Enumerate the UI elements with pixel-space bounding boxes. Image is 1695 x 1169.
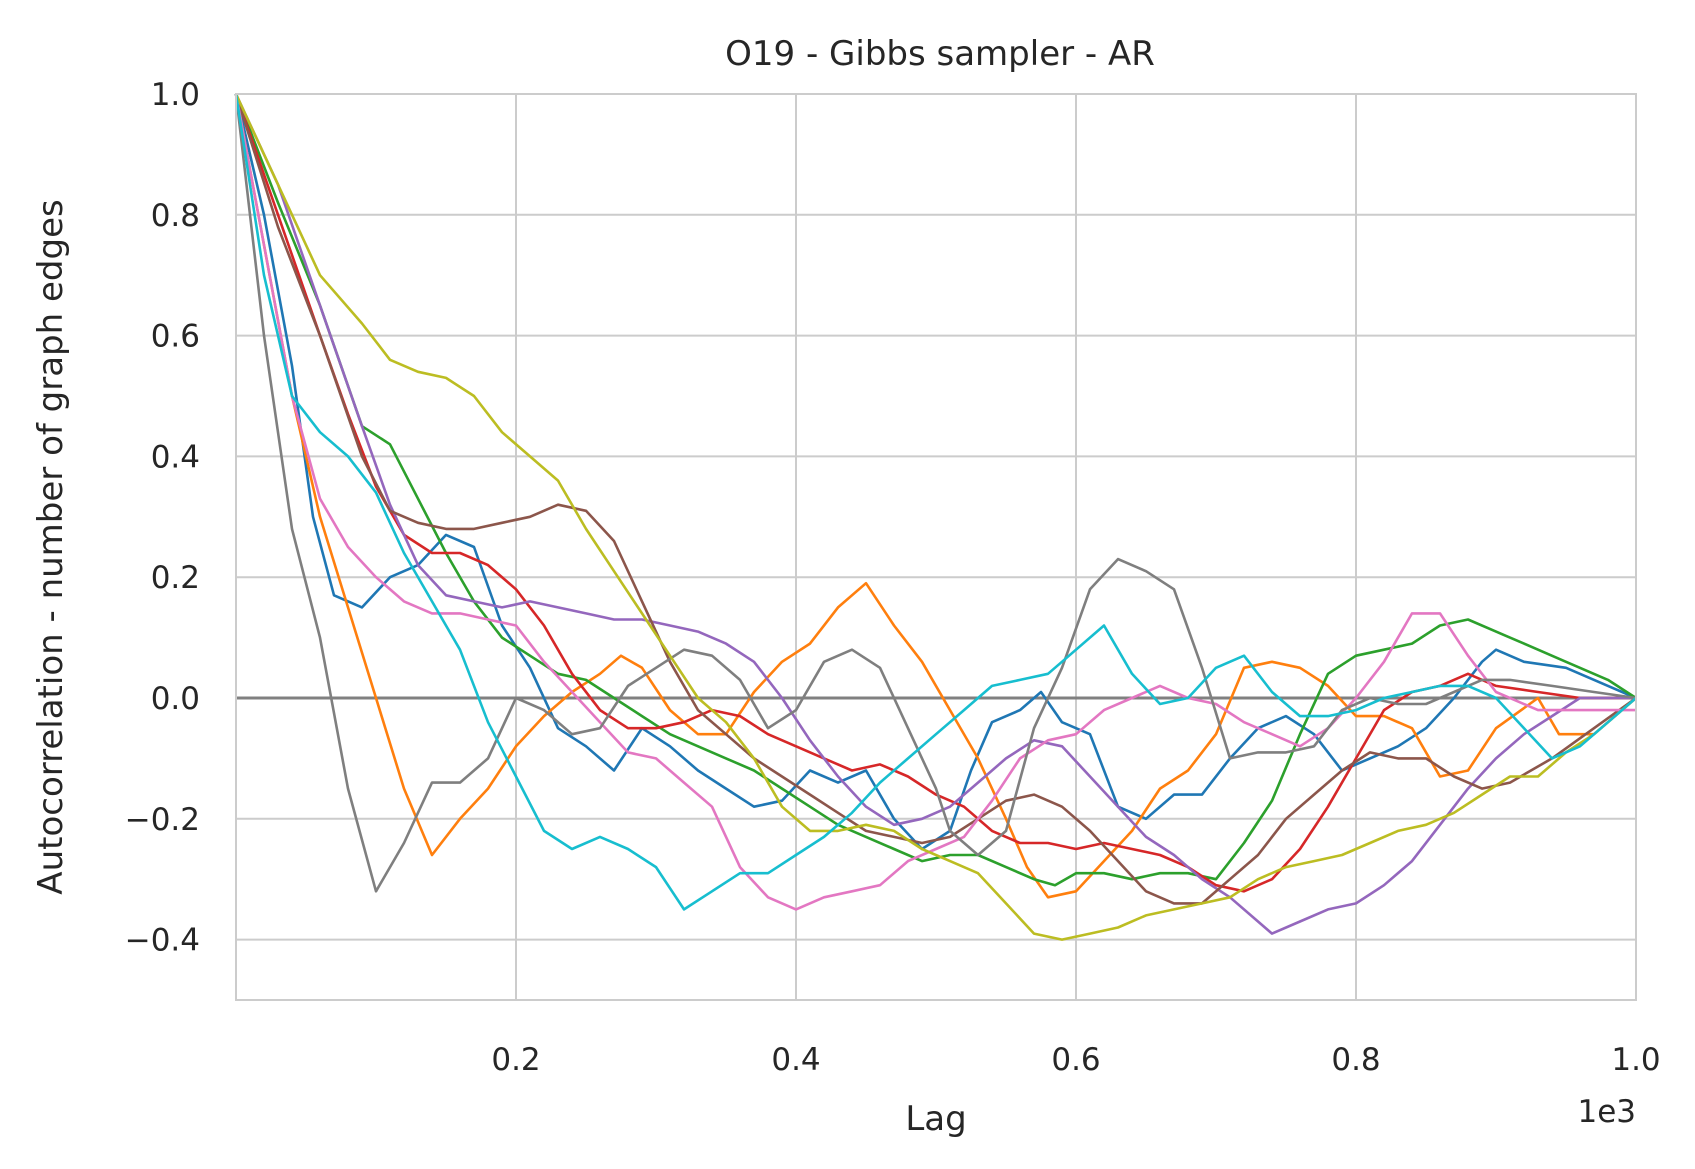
series-line-7: [234, 93, 1636, 911]
y-tick-label: 0.2: [151, 560, 200, 596]
x-tick-label: 0.8: [1331, 1042, 1380, 1078]
series-line-6: [234, 93, 1637, 905]
x-tick-label: 0.4: [771, 1042, 820, 1078]
series-line-3: [234, 93, 1637, 887]
y-tick-label: −0.2: [125, 802, 200, 838]
plot-frame: [235, 93, 1637, 1001]
series-line-4: [234, 93, 1636, 893]
y-tick-label: 0.6: [151, 319, 200, 355]
y-tick-label: 0.4: [151, 439, 200, 475]
y-tick-labels: −0.4 −0.2 0.0 0.2 0.4 0.6 0.8 1.0: [125, 77, 200, 959]
series-line-2: [234, 93, 1637, 899]
y-tick-label: 0.8: [151, 198, 200, 234]
series-line-8: [234, 93, 1637, 893]
x-tick-label: 0.2: [491, 1042, 540, 1078]
series-line-9: [234, 93, 1637, 941]
series-line-10: [234, 93, 1637, 911]
x-tick-label: 1.0: [1611, 1042, 1660, 1078]
series-group: [234, 93, 1637, 941]
series-line-5: [234, 93, 1636, 935]
y-axis-label: Autocorrelation - number of graph edges: [31, 199, 71, 894]
chart-title: O19 - Gibbs sampler - AR: [725, 34, 1155, 74]
x-tick-label: 0.6: [1051, 1042, 1100, 1078]
y-tick-label: −0.4: [125, 923, 200, 959]
x-axis-offset-text: 1e3: [1577, 1094, 1636, 1130]
y-tick-label: 0.0: [151, 681, 200, 717]
y-tick-label: 1.0: [151, 77, 200, 113]
x-axis-label: Lag: [905, 1099, 966, 1139]
x-tick-labels: 0.2 0.4 0.6 0.8 1.0: [491, 1042, 1660, 1078]
